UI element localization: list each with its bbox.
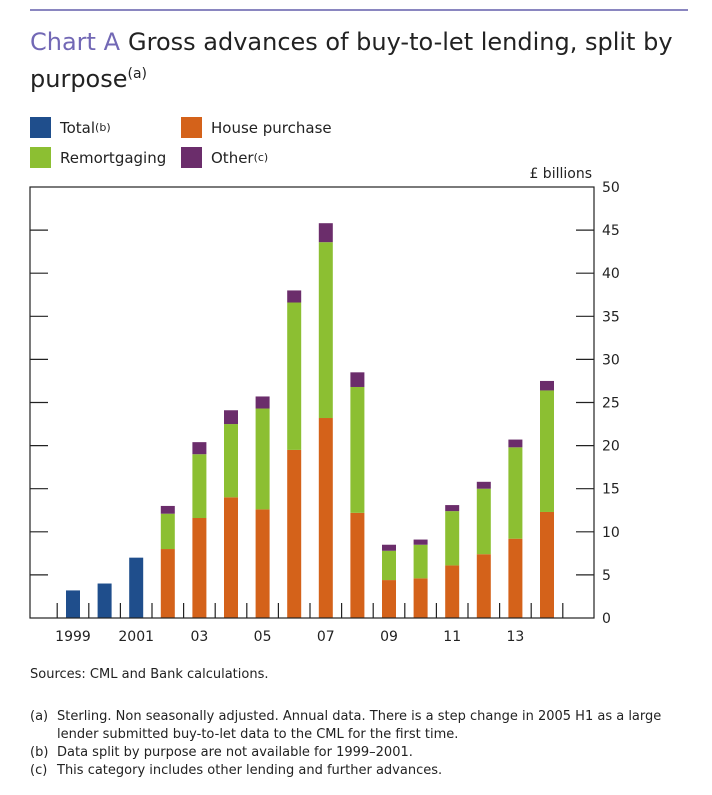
bar-other-2011	[445, 505, 460, 512]
bar-house-purchase-2010	[413, 578, 428, 618]
bar-other-2009	[382, 544, 396, 551]
legend-swatch-remortgaging	[30, 147, 51, 168]
bar-other-2005	[255, 396, 270, 409]
legend-item-remortgaging: Remortgaging	[30, 147, 166, 168]
bar-house-purchase-2013	[508, 538, 523, 618]
bar-house-purchase-2004	[224, 497, 238, 618]
bar-house-purchase-2008	[350, 512, 365, 618]
legend-label-remortgaging: Remortgaging	[60, 148, 167, 167]
bar-remortgaging-2011	[445, 511, 460, 566]
legend-note-other: (c)	[253, 151, 269, 164]
y-tick-label: 10	[602, 525, 620, 541]
y-tick-label: 25	[602, 396, 620, 412]
bar-other-2014	[540, 380, 554, 391]
x-tick-label: 03	[190, 629, 208, 645]
bar-house-purchase-2011	[445, 565, 460, 618]
bar-remortgaging-2002	[160, 513, 175, 550]
bar-remortgaging-2006	[287, 302, 302, 450]
bar-other-2010	[413, 539, 428, 545]
bar-total-2001	[129, 557, 144, 618]
chart-title-text: Gross advances of buy-to-let lending, sp…	[30, 28, 673, 93]
y-tick-label: 30	[602, 352, 620, 368]
x-tick-label: 2001	[118, 629, 154, 645]
footnote-mark: (a)	[30, 709, 49, 724]
bar-house-purchase-2009	[382, 580, 396, 618]
x-tick-label: 1999	[55, 629, 91, 645]
bar-other-2012	[476, 481, 491, 489]
x-tick-label: 07	[317, 629, 335, 645]
bar-remortgaging-2007	[318, 242, 333, 419]
y-tick-label: 20	[602, 439, 620, 455]
bar-house-purchase-2005	[255, 509, 270, 618]
bars-group	[66, 223, 554, 618]
bar-house-purchase-2003	[192, 518, 207, 618]
bar-other-2006	[287, 290, 302, 303]
title-footnote-mark: (a)	[127, 66, 148, 82]
bar-remortgaging-2004	[224, 424, 238, 498]
y-tick-label: 15	[602, 482, 620, 498]
bar-remortgaging-2012	[476, 488, 491, 555]
bar-remortgaging-2008	[350, 386, 365, 513]
bar-remortgaging-2014	[540, 390, 554, 512]
bar-other-2003	[192, 442, 207, 455]
y-tick-label: 5	[602, 568, 611, 584]
bar-other-2004	[224, 410, 238, 425]
legend-swatch-total	[30, 117, 51, 138]
legend-note-total: (b)	[95, 121, 111, 134]
y-tick-label: 40	[602, 266, 620, 282]
top-rule	[30, 9, 688, 11]
bar-remortgaging-2010	[413, 544, 428, 579]
bar-other-2002	[160, 505, 175, 514]
bar-remortgaging-2013	[508, 447, 523, 539]
footnotes: (a) Sterling. Non seasonally adjusted. A…	[30, 708, 705, 780]
bar-house-purchase-2002	[160, 549, 175, 618]
sources-note: Sources: CML and Bank calculations.	[30, 667, 269, 682]
legend-item-total: Total (b)	[30, 117, 111, 138]
legend-item-house-purchase: House purchase	[181, 117, 332, 138]
bar-remortgaging-2005	[255, 408, 270, 510]
unit-label: £ billions	[529, 166, 592, 182]
legend-label-house-purchase: House purchase	[211, 118, 332, 137]
x-tick-label: 13	[506, 629, 524, 645]
bar-house-purchase-2012	[476, 554, 491, 618]
legend-item-other: Other (c)	[181, 147, 268, 168]
bar-house-purchase-2014	[540, 511, 554, 618]
footnote-b: (b) Data split by purpose are not availa…	[30, 744, 705, 762]
bar-total-2000	[97, 583, 112, 618]
bar-other-2008	[350, 372, 365, 387]
footnote-text: Sterling. Non seasonally adjusted. Annua…	[57, 709, 662, 742]
x-tick-label: 11	[443, 629, 461, 645]
x-tick-label: 05	[254, 629, 272, 645]
legend-label-total: Total	[60, 118, 96, 137]
footnote-mark: (b)	[30, 745, 49, 760]
footnote-text: Data split by purpose are not available …	[57, 745, 413, 760]
footnote-a: (a) Sterling. Non seasonally adjusted. A…	[30, 708, 705, 744]
y-tick-label: 45	[602, 223, 620, 239]
legend-swatch-house-purchase	[181, 117, 202, 138]
bar-total-1999	[66, 590, 80, 618]
y-tick-label: 50	[602, 180, 620, 196]
bar-other-2013	[508, 439, 523, 448]
legend-swatch-other	[181, 147, 202, 168]
y-tick-label: 0	[602, 611, 611, 627]
chart-label: Chart A	[30, 28, 120, 56]
bar-remortgaging-2003	[192, 454, 207, 519]
bar-other-2007	[318, 223, 333, 243]
bar-house-purchase-2007	[318, 418, 333, 618]
footnote-mark: (c)	[30, 763, 48, 778]
legend-label-other: Other	[211, 148, 254, 167]
x-tick-label: 09	[380, 629, 398, 645]
y-tick-label: 35	[602, 309, 620, 325]
bar-house-purchase-2006	[287, 449, 302, 618]
footnote-c: (c) This category includes other lending…	[30, 762, 705, 780]
chart-title: Chart A Gross advances of buy-to-let lend…	[30, 26, 680, 95]
bar-remortgaging-2009	[382, 550, 396, 581]
footnote-text: This category includes other lending and…	[57, 763, 443, 778]
